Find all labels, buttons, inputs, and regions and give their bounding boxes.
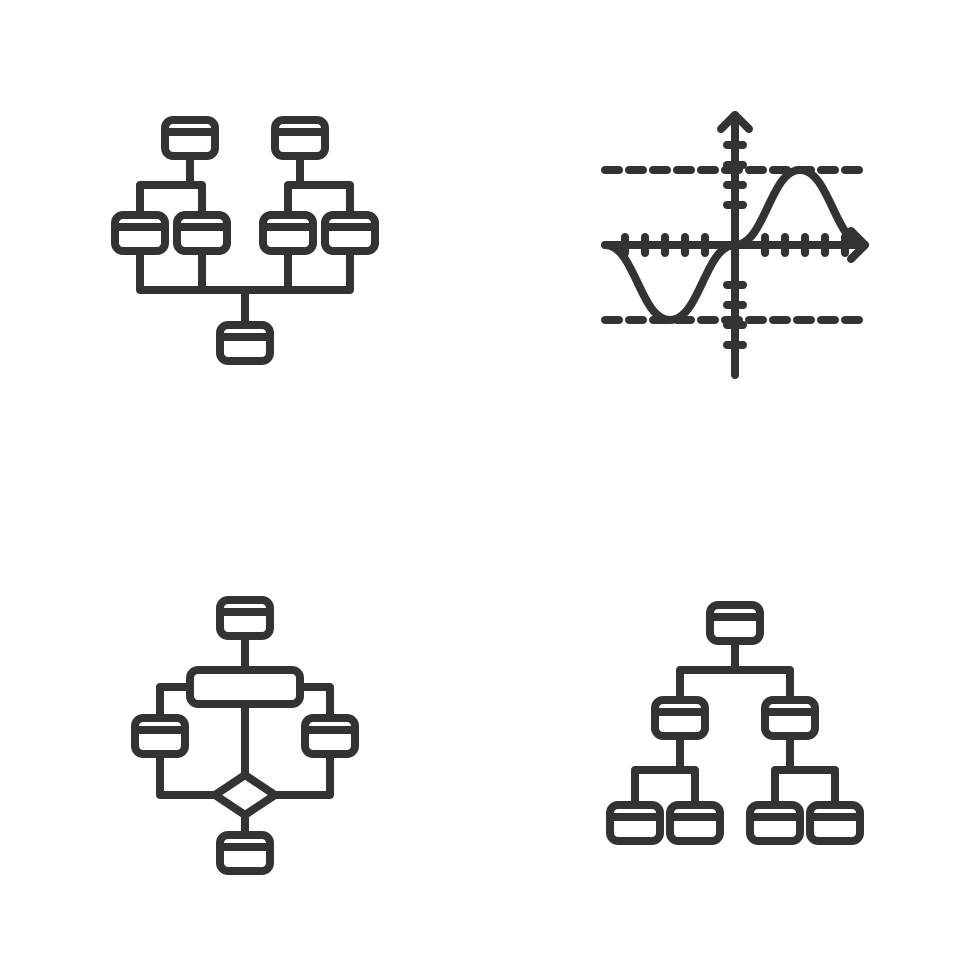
tree-hierarchy-icon bbox=[490, 490, 980, 980]
flowchart-icon bbox=[0, 490, 490, 980]
network-diagram-icon bbox=[0, 0, 490, 490]
function-graph-icon bbox=[490, 0, 980, 490]
